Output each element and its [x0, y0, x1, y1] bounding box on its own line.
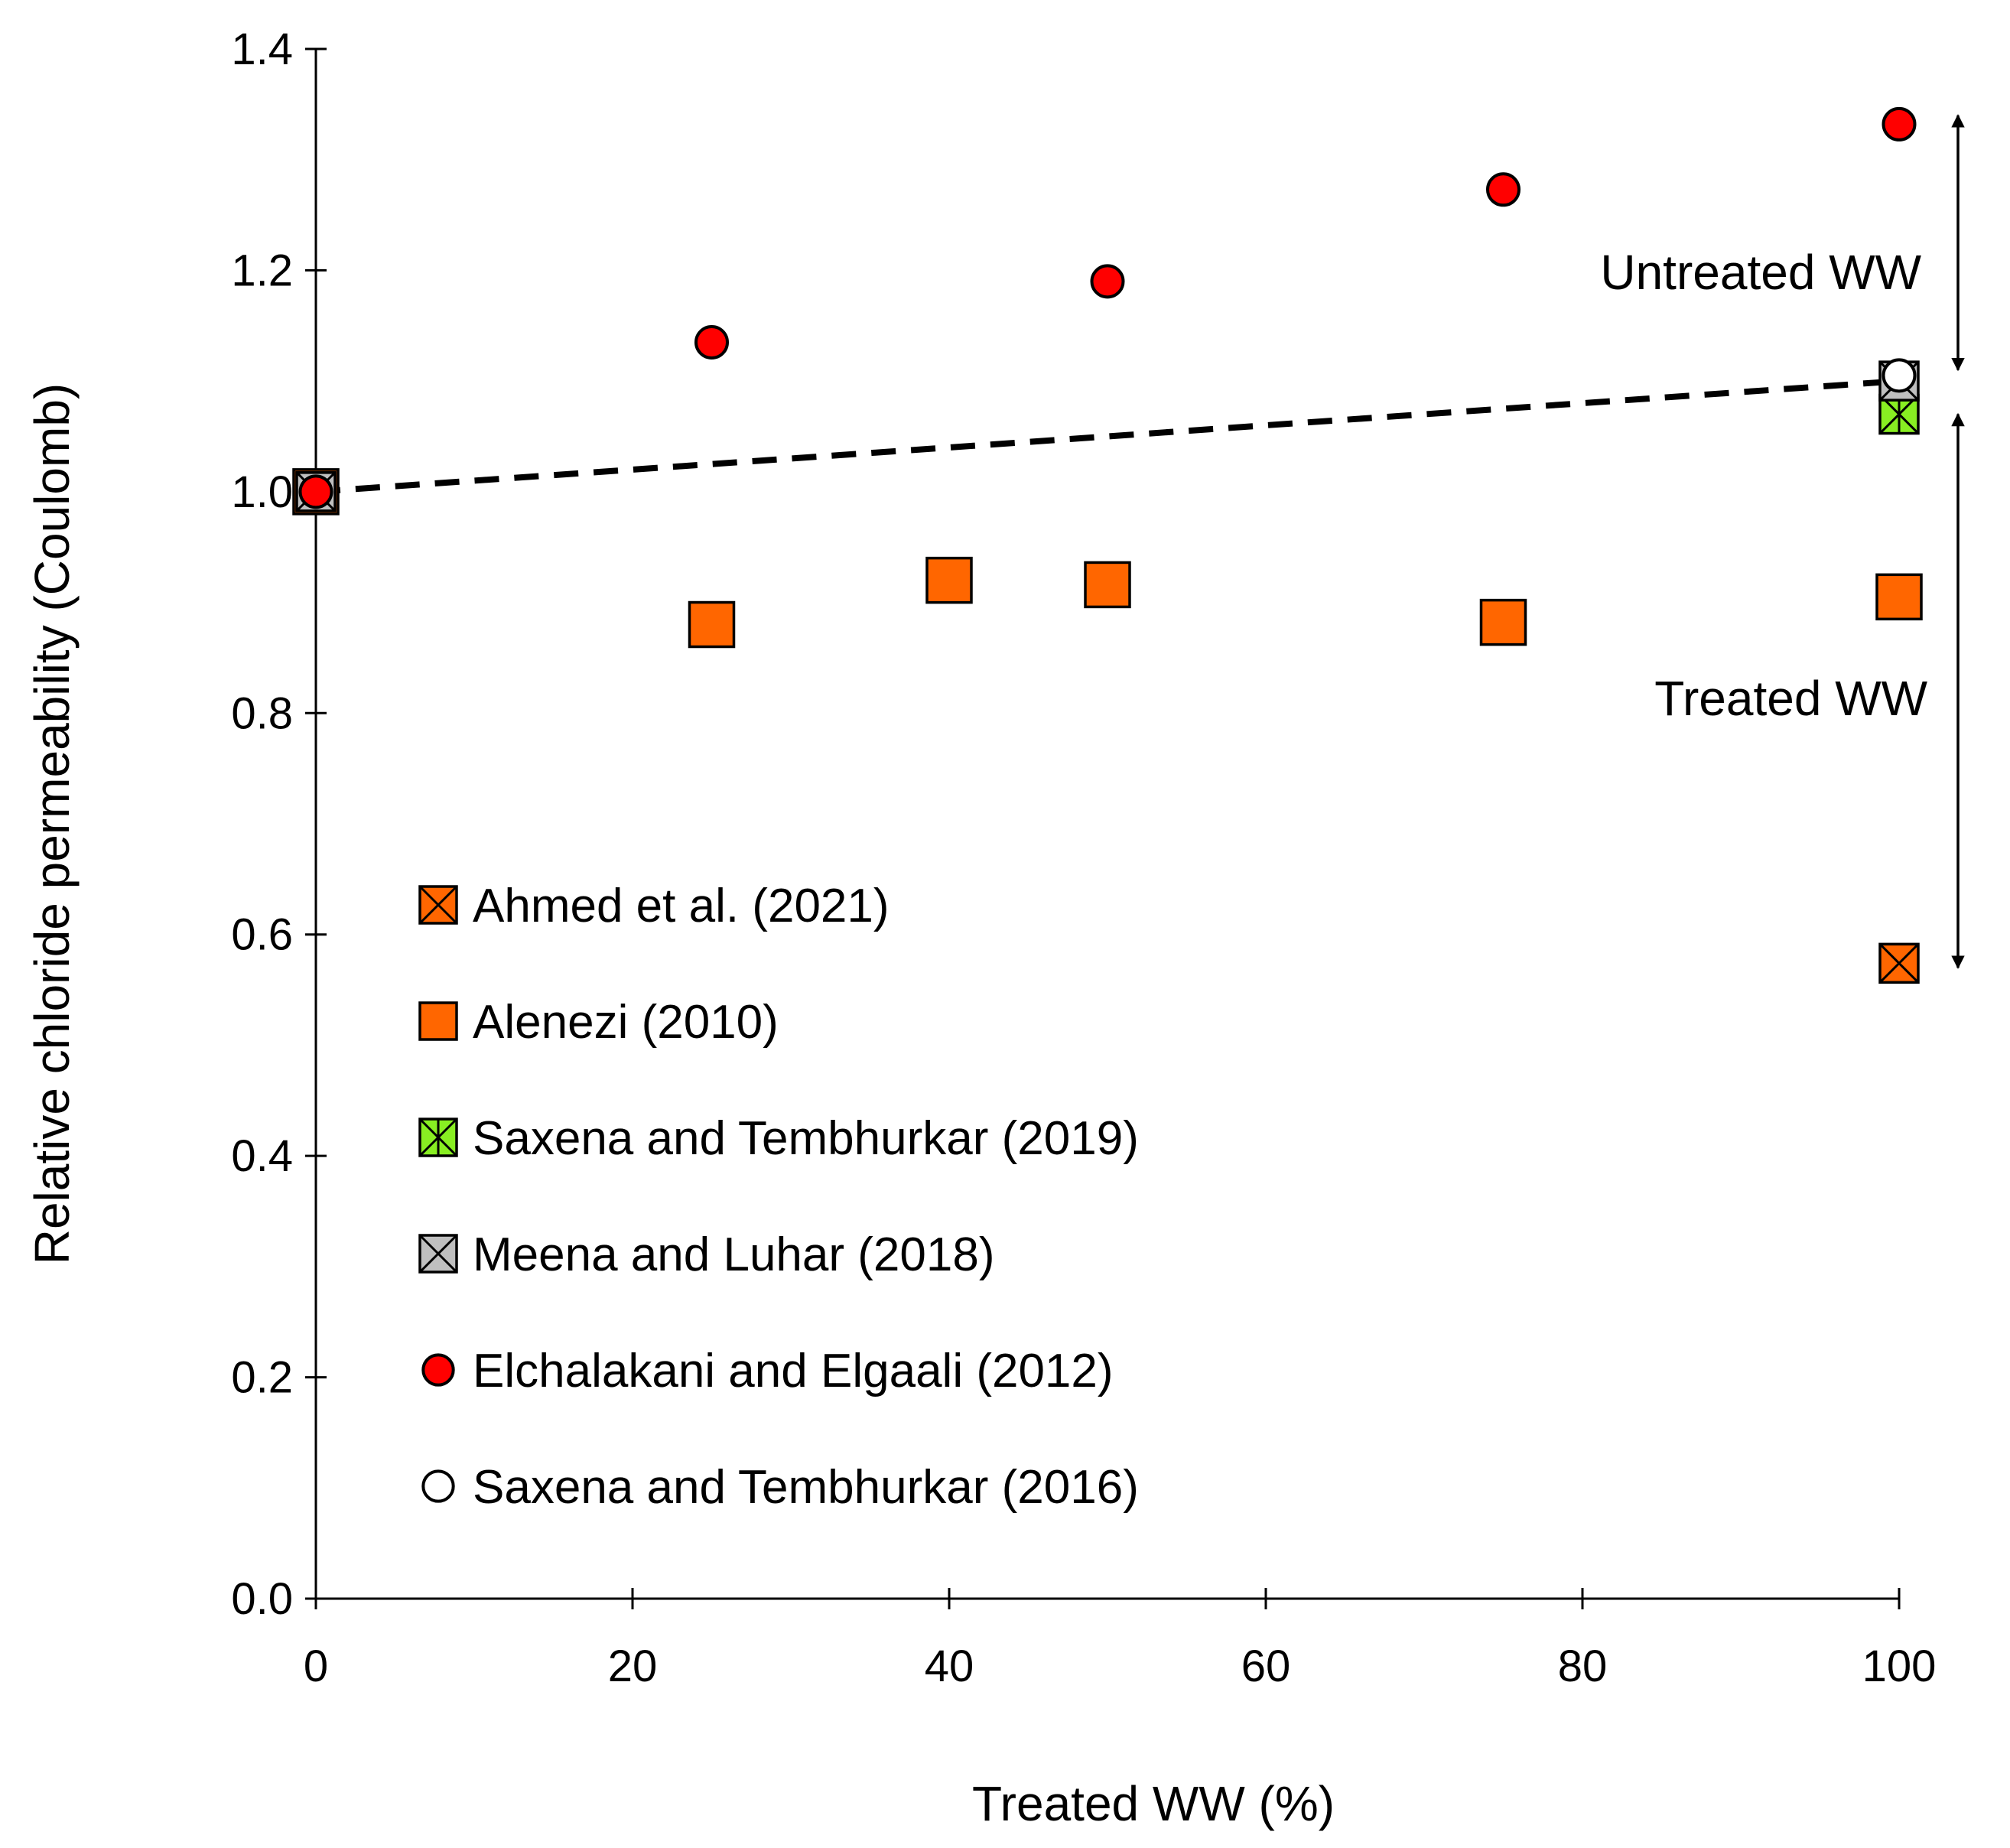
- legend: Ahmed et al. (2021) Alenezi (2010) Saxena …: [418, 880, 1139, 1514]
- y-tick-label: 0.2: [231, 1353, 293, 1403]
- legend-item: Saxena and Tembhurkar (2019): [418, 1112, 1139, 1165]
- x-tick-label: 20: [608, 1641, 658, 1691]
- legend-marker: [418, 885, 458, 925]
- x-tick-label: 80: [1558, 1641, 1608, 1691]
- point-elchalakani-and-elgaali-2012: [298, 474, 333, 509]
- marker-circle: [1486, 172, 1521, 207]
- marker-cross-b: [418, 885, 458, 925]
- marker-cross-b: [1878, 943, 1920, 984]
- legend-marker: [421, 1469, 455, 1503]
- point-alenezi-2010: [688, 600, 736, 649]
- axes: [314, 49, 1899, 1600]
- annotations: Untreated WW Treated WW: [1600, 114, 1965, 969]
- point-saxena-and-tembhurkar-2016: [1882, 358, 1917, 393]
- marker-circle: [1090, 264, 1125, 299]
- y-tick-label: 0.8: [231, 688, 293, 738]
- y-tick-label: 1.2: [231, 246, 293, 295]
- marker-square: [688, 600, 736, 649]
- marker-circle: [421, 1469, 455, 1503]
- x-axis-title: Treated WW (%): [972, 1776, 1335, 1831]
- treated-ww-label: Treated WW: [1654, 671, 1927, 726]
- y-tick-label: 0.4: [231, 1131, 293, 1181]
- x-tick-label: 60: [1241, 1641, 1291, 1691]
- marker-circle: [421, 1353, 455, 1387]
- legend-label: Ahmed et al. (2021): [473, 880, 890, 932]
- point-ahmed-et-al-2021: [1878, 942, 1920, 984]
- marker-circle: [694, 324, 729, 360]
- x-tick-label: 0: [304, 1641, 328, 1691]
- y-axis-title: Relative chloride permeability (Coulomb): [24, 383, 80, 1264]
- marker-square: [1084, 561, 1131, 609]
- y-tick-label: 0.6: [231, 910, 293, 960]
- marker-square: [1875, 573, 1923, 621]
- x-tick-label: 100: [1862, 1641, 1937, 1691]
- marker-circle: [1882, 358, 1917, 393]
- trendline: [315, 378, 1900, 495]
- point-alenezi-2010: [1875, 573, 1923, 621]
- legend-label: Saxena and Tembhurkar (2019): [473, 1112, 1139, 1165]
- marker-circle: [1882, 106, 1917, 142]
- y-tick-label: 1.0: [231, 467, 293, 517]
- legend-item: Alenezi (2010): [418, 996, 779, 1049]
- point-alenezi-2010: [1479, 598, 1527, 646]
- legend-item: Meena and Luhar (2018): [418, 1228, 994, 1281]
- legend-item: Saxena and Tembhurkar (2016): [421, 1461, 1139, 1514]
- legend-label: Saxena and Tembhurkar (2016): [473, 1461, 1139, 1514]
- legend-label: Alenezi (2010): [473, 996, 779, 1049]
- x-tick-label: 40: [925, 1641, 974, 1691]
- marker-square: [418, 1001, 458, 1041]
- marker-square: [925, 556, 973, 604]
- legend-marker: [418, 1118, 458, 1157]
- point-elchalakani-and-elgaali-2012: [694, 324, 729, 360]
- legend-marker: [421, 1353, 455, 1387]
- point-elchalakani-and-elgaali-2012: [1090, 264, 1125, 299]
- y-tick-label: 0.0: [231, 1574, 293, 1624]
- legend-label: Elchalakani and Elgaali (2012): [473, 1345, 1114, 1397]
- legend-item: Elchalakani and Elgaali (2012): [421, 1345, 1114, 1397]
- marker-square: [1479, 598, 1527, 646]
- data-marks: [292, 106, 1923, 984]
- legend-marker: [418, 1001, 458, 1041]
- y-tick-label: 1.4: [231, 24, 293, 74]
- point-elchalakani-and-elgaali-2012: [1882, 106, 1917, 142]
- legend-item: Ahmed et al. (2021): [418, 880, 890, 932]
- marker-circle: [298, 474, 333, 509]
- marker-cross-b: [418, 1234, 458, 1274]
- untreated-ww-label: Untreated WW: [1600, 245, 1921, 300]
- legend-marker: [418, 1234, 458, 1274]
- trendline: [315, 378, 1900, 495]
- legend-label: Meena and Luhar (2018): [473, 1228, 994, 1281]
- point-alenezi-2010: [1084, 561, 1131, 609]
- point-alenezi-2010: [925, 556, 973, 604]
- point-elchalakani-and-elgaali-2012: [1486, 172, 1521, 207]
